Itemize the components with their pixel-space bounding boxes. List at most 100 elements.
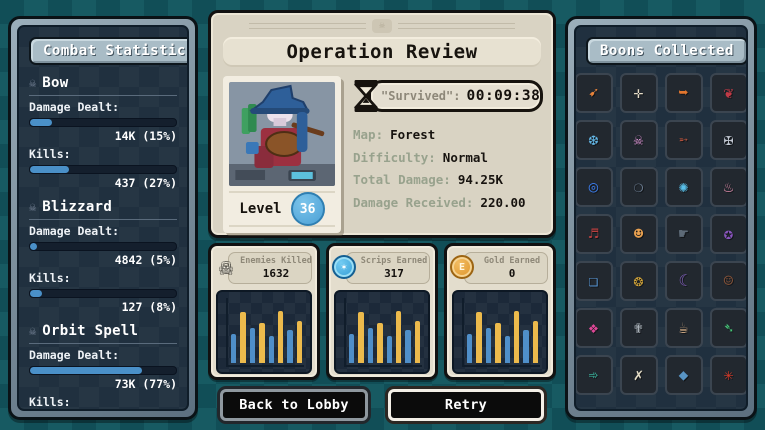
chart-bar [249,327,256,363]
boon-slot-bow[interactable]: ➹ [576,73,613,113]
red-cape-icon: ❦ [723,83,734,102]
boon-slot-blood-rifle[interactable]: ➵ [664,120,703,160]
summary-card-value: 0 [508,266,516,280]
boon-slot-crab[interactable]: ✳ [709,355,746,395]
stat-progress-fill [30,367,143,374]
skeleton-kill-icon: ☠ [213,254,239,280]
retry-button[interactable]: Retry [388,389,544,421]
boon-slot-potion-bottle[interactable]: ♨ [709,167,746,207]
timer-label: "Survived": [381,89,461,103]
chart-bar [504,336,510,363]
boon-slot-boomerang[interactable]: ➥ [664,73,703,113]
boon-slot-portal[interactable]: ✺ [664,167,703,207]
level-badge: 36 [290,192,325,226]
boon-slot-skeleton-soldier[interactable]: ✠ [709,120,746,160]
boon-slot-monkey[interactable]: ☺ [709,261,746,301]
stat-label: Kills: [29,147,71,161]
chart-bar [268,336,274,363]
stat-progress-bar [29,289,177,298]
combat-statistics-panel: Combat Statistics ☠ Bow Damage Dealt: 14K (… [8,16,198,420]
mission-stat-value: Normal [442,149,488,165]
weapon-skull-icon: ☠ [29,324,37,338]
weapon-section: ☠ Blizzard Damage Dealt: 4842 (5%) Kills: 127… [29,197,177,314]
chart-bar [386,336,392,363]
boon-slot-coins[interactable]: ❂ [619,261,658,301]
boon-slot-ringed-planet[interactable]: ❍ [619,167,658,207]
boon-slot-ice-spirit[interactable]: ❆ [576,120,613,160]
boon-slot-bone[interactable]: ✛ [619,73,658,113]
stat-label: Kills: [29,271,71,285]
pink-crystal-icon: ❖ [588,318,599,337]
survival-timer: "Survived": 00:09:38 [353,78,544,114]
summary-cards-row: ☠ Enemies Killed 1632 ✶ Scrips Earned 317 E Gol… [208,243,556,380]
weapon-name: Bow [42,75,69,91]
mission-stats-list: Map: Forest Difficulty: Normal Total Damage:… [353,127,541,210]
back-to-lobby-button[interactable]: Back to Lobby [220,389,368,421]
stat-progress-fill [30,166,70,173]
summary-card-header: ☠ Enemies Killed 1632 [216,252,312,284]
boon-slot-green-scythe[interactable]: ➴ [709,308,746,348]
boon-slot-hamster[interactable]: ☻ [619,214,658,254]
skeleton-sniper-icon: ✟ [633,318,644,337]
stat-label: Damage Dealt: [29,100,120,114]
summary-card: ✶ Scrips Earned 317 [326,243,438,380]
summary-card-pill: Gold Earned 0 [464,252,548,284]
coins-icon: ❂ [633,271,644,290]
crossed-bones-icon: ✗ [633,365,644,384]
stat-value: 73K (77%) [114,377,177,391]
boon-slot-dark-hand[interactable]: ☛ [664,214,703,254]
chart-bar [349,334,355,363]
timer-display: "Survived": 00:09:38 [368,80,544,112]
gold-coin-icon: E [449,254,475,280]
boon-slot-guitar[interactable]: ♬ [576,214,613,254]
monkey-icon: ☺ [723,271,734,290]
summary-card-label: Scrips Earned [360,256,428,267]
mission-stat-label: Difficulty: [353,149,436,165]
boon-slot-pink-crystal[interactable]: ❖ [576,308,613,348]
stat-progress-fill [30,290,42,297]
chart-bar [485,327,492,363]
boon-slot-blue-ring[interactable]: ◎ [576,167,613,207]
mission-stat-value: Forest [390,127,436,142]
stat-progress-fill [30,119,52,126]
chart-bar [476,311,482,363]
boon-slot-laser-rifle[interactable]: ➾ [576,355,613,395]
boon-slot-shadow-ninja[interactable]: ☾ [664,261,703,301]
stat-label: Damage Dealt: [29,224,120,238]
chart-bar [495,323,501,363]
shadow-ninja-icon: ☾ [678,271,689,290]
boon-slot-coffee-cup[interactable]: ☕ [664,308,703,348]
chart-bar [467,334,473,363]
weapon-skull-icon: ☠ [29,200,37,214]
map-scroll-icon: ❏ [588,271,599,290]
stat-value: 14K (15%) [114,129,177,143]
boon-slot-shark[interactable]: ◆ [664,355,703,395]
combat-statistics-body: Combat Statistics ☠ Bow Damage Dealt: 14K (… [17,25,189,411]
boomerang-icon: ➥ [678,83,689,102]
shark-icon: ◆ [678,365,689,384]
weapon-section: ☠ Bow Damage Dealt: 14K (15%) Kills: 437 (27%… [29,73,177,190]
summary-card-value: 1632 [262,266,290,280]
halo-wizard-icon: ✪ [723,224,734,243]
boon-slot-map-scroll[interactable]: ❏ [576,261,613,301]
summary-card-header: E Gold Earned 0 [449,252,548,284]
character-card: Level 36 [223,76,341,233]
mission-stat-line: Damage Received: 220.00 [353,195,541,210]
boon-slot-crossed-bones[interactable]: ✗ [619,355,658,395]
boons-collected-title: Boons Collected [586,37,746,65]
ringed-planet-icon: ❍ [633,177,644,196]
action-buttons-row: Back to Lobby Retry [208,389,556,421]
chart-bar [414,321,420,363]
boon-slot-skeleton-dancer[interactable]: ☠ [619,120,658,160]
review-details: "Survived": 00:09:38 Map: Forest Difficult… [353,76,544,233]
boons-grid: ➹ ✛ ➥ ❦ ❆ ☠ ➵ ✠ ◎ ❍ ✺ ♨ ♬ ☻ ☛ ✪ ❏ ❂ ☾ ☺ ❖ ✟ ☕ ➴ ➾ ✗ ◆ ✳ [576,73,746,395]
chart-bar [532,321,538,363]
boon-slot-red-cape[interactable]: ❦ [709,73,746,113]
boon-slot-skeleton-sniper[interactable]: ✟ [619,308,658,348]
bone-icon: ✛ [633,83,644,102]
stat-value: 4842 (5%) [114,253,177,267]
boon-slot-halo-wizard[interactable]: ✪ [709,214,746,254]
boons-collected-body: Boons Collected ➹ ✛ ➥ ❦ ❆ ☠ ➵ ✠ ◎ ❍ ✺ ♨ ♬ ☻ ☛ ✪ ❏ ❂ ☾ ☺ ❖ ✟ ☕ ➴… [574,25,748,411]
summary-bar-chart [452,290,548,374]
combat-stats-list: ☠ Bow Damage Dealt: 14K (15%) Kills: 437 (27%… [29,73,177,409]
